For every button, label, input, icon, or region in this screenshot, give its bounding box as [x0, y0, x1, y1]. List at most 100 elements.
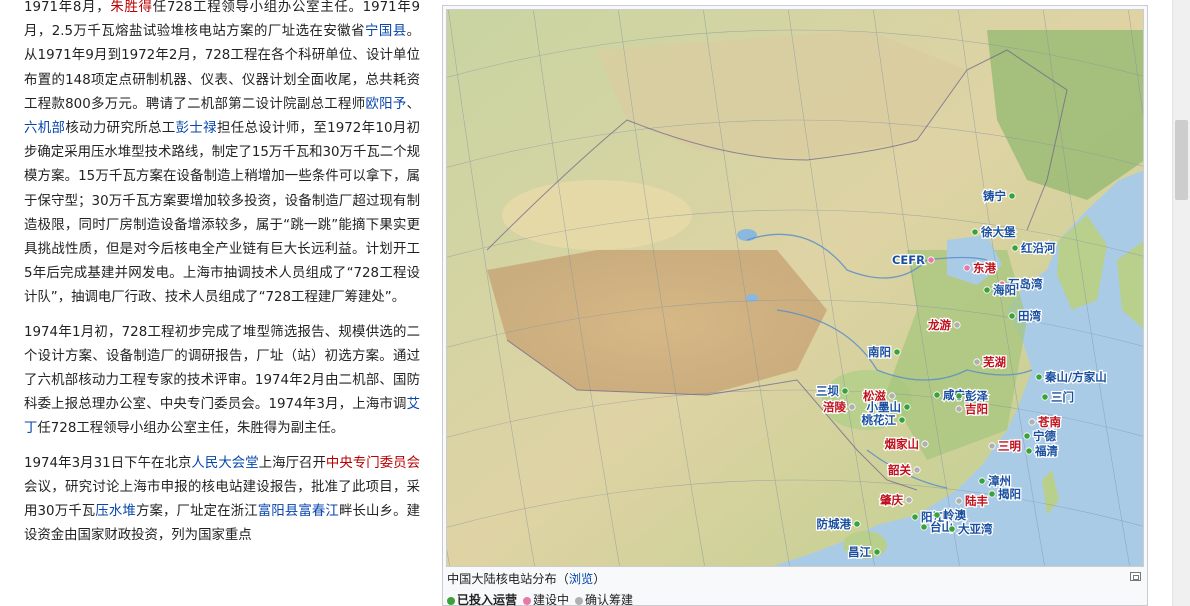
plant-label: 彭泽	[965, 389, 988, 403]
article-link[interactable]: 压水堆	[95, 504, 136, 520]
plant-dot-icon	[998, 280, 1006, 288]
plant-marker[interactable]: 吉阳	[955, 401, 989, 417]
plant-marker[interactable]: 三明	[988, 438, 1022, 454]
plant-marker[interactable]: 徐大堡	[971, 224, 1017, 240]
plant-marker[interactable]: 秦山/方家山	[1035, 369, 1108, 385]
article-text: 1971年8月，	[24, 0, 111, 15]
vertical-scrollbar[interactable]	[1172, 0, 1190, 606]
legend-label: 建设中	[533, 593, 570, 606]
article-text: 核动力研究所总工	[65, 121, 176, 137]
map-legend: 已投入运营 建设中 确认筹建	[447, 591, 639, 606]
article-text: 担任总设计师，至1972年10月初步确定采用压水堆型技术路线，制定了15万千瓦和…	[24, 121, 421, 306]
plant-dot-icon	[853, 520, 861, 528]
article-link[interactable]: 富春江	[298, 504, 339, 520]
plant-dot-icon	[988, 442, 996, 450]
legend-dot-icon	[447, 596, 455, 605]
plant-marker[interactable]: 肇庆	[878, 492, 913, 508]
article-link[interactable]: 艾丁	[24, 397, 420, 437]
plant-dot-icon	[848, 403, 856, 411]
plant-marker[interactable]: 福清	[1025, 443, 1060, 459]
article-link[interactable]: 富阳县	[257, 504, 299, 520]
plant-marker[interactable]: 东港	[963, 260, 998, 276]
plant-marker[interactable]: 南阳	[867, 344, 901, 360]
plant-marker[interactable]: 海阳	[983, 282, 1017, 298]
plant-dot-icon	[953, 321, 961, 329]
plant-dot-icon	[920, 523, 928, 531]
article-text: 任728工程领导小组办公室主任。1971年9月，2.5万千瓦熔盐试验堆核电站方案…	[24, 0, 421, 40]
plant-dot-icon	[955, 392, 963, 400]
plant-marker[interactable]: 防城港	[815, 516, 861, 532]
article-link[interactable]: 欧阳予	[365, 96, 407, 112]
plant-marker[interactable]: CEFR	[891, 252, 935, 268]
plant-marker[interactable]: 韶关	[887, 462, 921, 478]
paragraph-3: 1974年3月31日下午在北京人民大会堂上海厅召开中央专门委员会会议，研究讨论上…	[24, 452, 420, 549]
plant-marker[interactable]: 揭阳	[988, 486, 1022, 502]
magnify-icon[interactable]	[1130, 572, 1141, 581]
plant-label: CEFR	[892, 253, 925, 267]
plant-marker[interactable]: 石岛湾	[998, 276, 1044, 292]
scrollbar-thumb[interactable]	[1175, 120, 1188, 200]
plant-dot-icon	[1011, 244, 1019, 252]
plant-marker[interactable]: 昌江	[847, 544, 881, 560]
plant-label: 岭澳	[943, 508, 966, 522]
article-link[interactable]: 朱胜得	[110, 0, 153, 15]
browse-link[interactable]: 浏览	[568, 572, 594, 586]
plant-marker[interactable]: 桃花江	[860, 412, 906, 428]
plant-label: 大亚湾	[958, 522, 993, 536]
plant-label: 南阳	[868, 345, 891, 359]
plant-label: 东港	[973, 261, 996, 275]
plant-marker[interactable]: 红沿河	[1011, 240, 1057, 256]
plant-marker[interactable]: 松滋	[862, 388, 896, 404]
article-link[interactable]: 人民大会堂	[191, 455, 259, 471]
plant-marker[interactable]: 铸宁	[982, 188, 1016, 204]
plant-marker[interactable]: 三坝	[815, 383, 849, 399]
plant-dot-icon	[948, 525, 956, 533]
paragraph-2: 1974年1月初，728工程初步完成了堆型筛选报告、规模供选的二个设计方案、设备…	[24, 321, 420, 442]
map-caption: 中国大陆核电站分布（浏览）	[447, 572, 606, 586]
plant-label: 肇庆	[879, 493, 903, 507]
china-nuclear-plants-map[interactable]: 铸宁 徐大堡 红沿河 CEFR 东港 石岛湾 海阳 田湾 龙游 南阳 芜湖 秦山/方家山 三门 三坝 松滋 咸…	[446, 9, 1144, 567]
plant-marker[interactable]: 龙游	[926, 317, 961, 333]
plant-label: 涪陵	[823, 400, 846, 414]
plant-dot-icon	[973, 358, 981, 366]
plant-marker[interactable]: 小墨山	[864, 399, 911, 415]
plant-label: 陆丰	[965, 494, 988, 508]
plant-dot-icon	[873, 548, 881, 556]
plant-marker[interactable]: 台山	[920, 519, 954, 535]
plant-label: 三坝	[816, 384, 839, 398]
plant-dot-icon	[1041, 393, 1049, 401]
plant-marker[interactable]: 宁德	[1023, 428, 1058, 444]
article-link[interactable]: 彭士禄	[175, 121, 217, 137]
plant-label: 宁德	[1033, 429, 1056, 443]
plant-marker[interactable]: 芜湖	[973, 354, 1007, 370]
article-link[interactable]: 六机部	[24, 121, 66, 137]
article-link[interactable]: 宁国县	[364, 24, 407, 40]
plant-marker[interactable]: 彭泽	[955, 388, 990, 404]
paragraph-1: 1971年8月，朱胜得任728工程领导小组办公室主任。1971年9月，2.5万千…	[24, 0, 420, 311]
article-text: 方案，厂址定在浙江	[135, 504, 258, 520]
plant-marker[interactable]: 大亚湾	[948, 521, 994, 537]
article-text: 。从1971年9月到1972年2月，728工程在各个科研单位、设计单位布置的14…	[24, 24, 421, 112]
plant-label: 苍南	[1037, 415, 1061, 429]
plant-marker[interactable]: 三门	[1041, 389, 1075, 405]
plant-marker[interactable]: 岭澳	[933, 507, 968, 523]
plant-dot-icon	[983, 286, 991, 294]
plant-label: 田湾	[1018, 309, 1041, 323]
plant-dot-icon	[955, 405, 963, 413]
legend-dot-icon	[523, 596, 532, 605]
plant-marker[interactable]: 苍南	[1028, 414, 1063, 430]
plant-dot-icon	[988, 490, 996, 498]
article-text: 上海厅召开	[258, 455, 326, 471]
plant-marker[interactable]: 漳州	[978, 473, 1012, 489]
legend-dot-icon	[575, 596, 584, 605]
plant-dot-icon	[921, 440, 929, 448]
plant-dot-icon	[888, 392, 896, 400]
article-link[interactable]: 中央专门委员会	[325, 455, 421, 471]
plant-marker[interactable]: 田湾	[1008, 308, 1043, 324]
plant-label: 福清	[1034, 444, 1058, 458]
plant-dot-icon	[905, 496, 913, 504]
plant-marker[interactable]: 涪陵	[822, 399, 856, 415]
plant-marker[interactable]: 烟家山	[883, 436, 929, 452]
plant-dot-icon	[933, 511, 941, 519]
plant-marker[interactable]: 陆丰	[955, 493, 990, 509]
